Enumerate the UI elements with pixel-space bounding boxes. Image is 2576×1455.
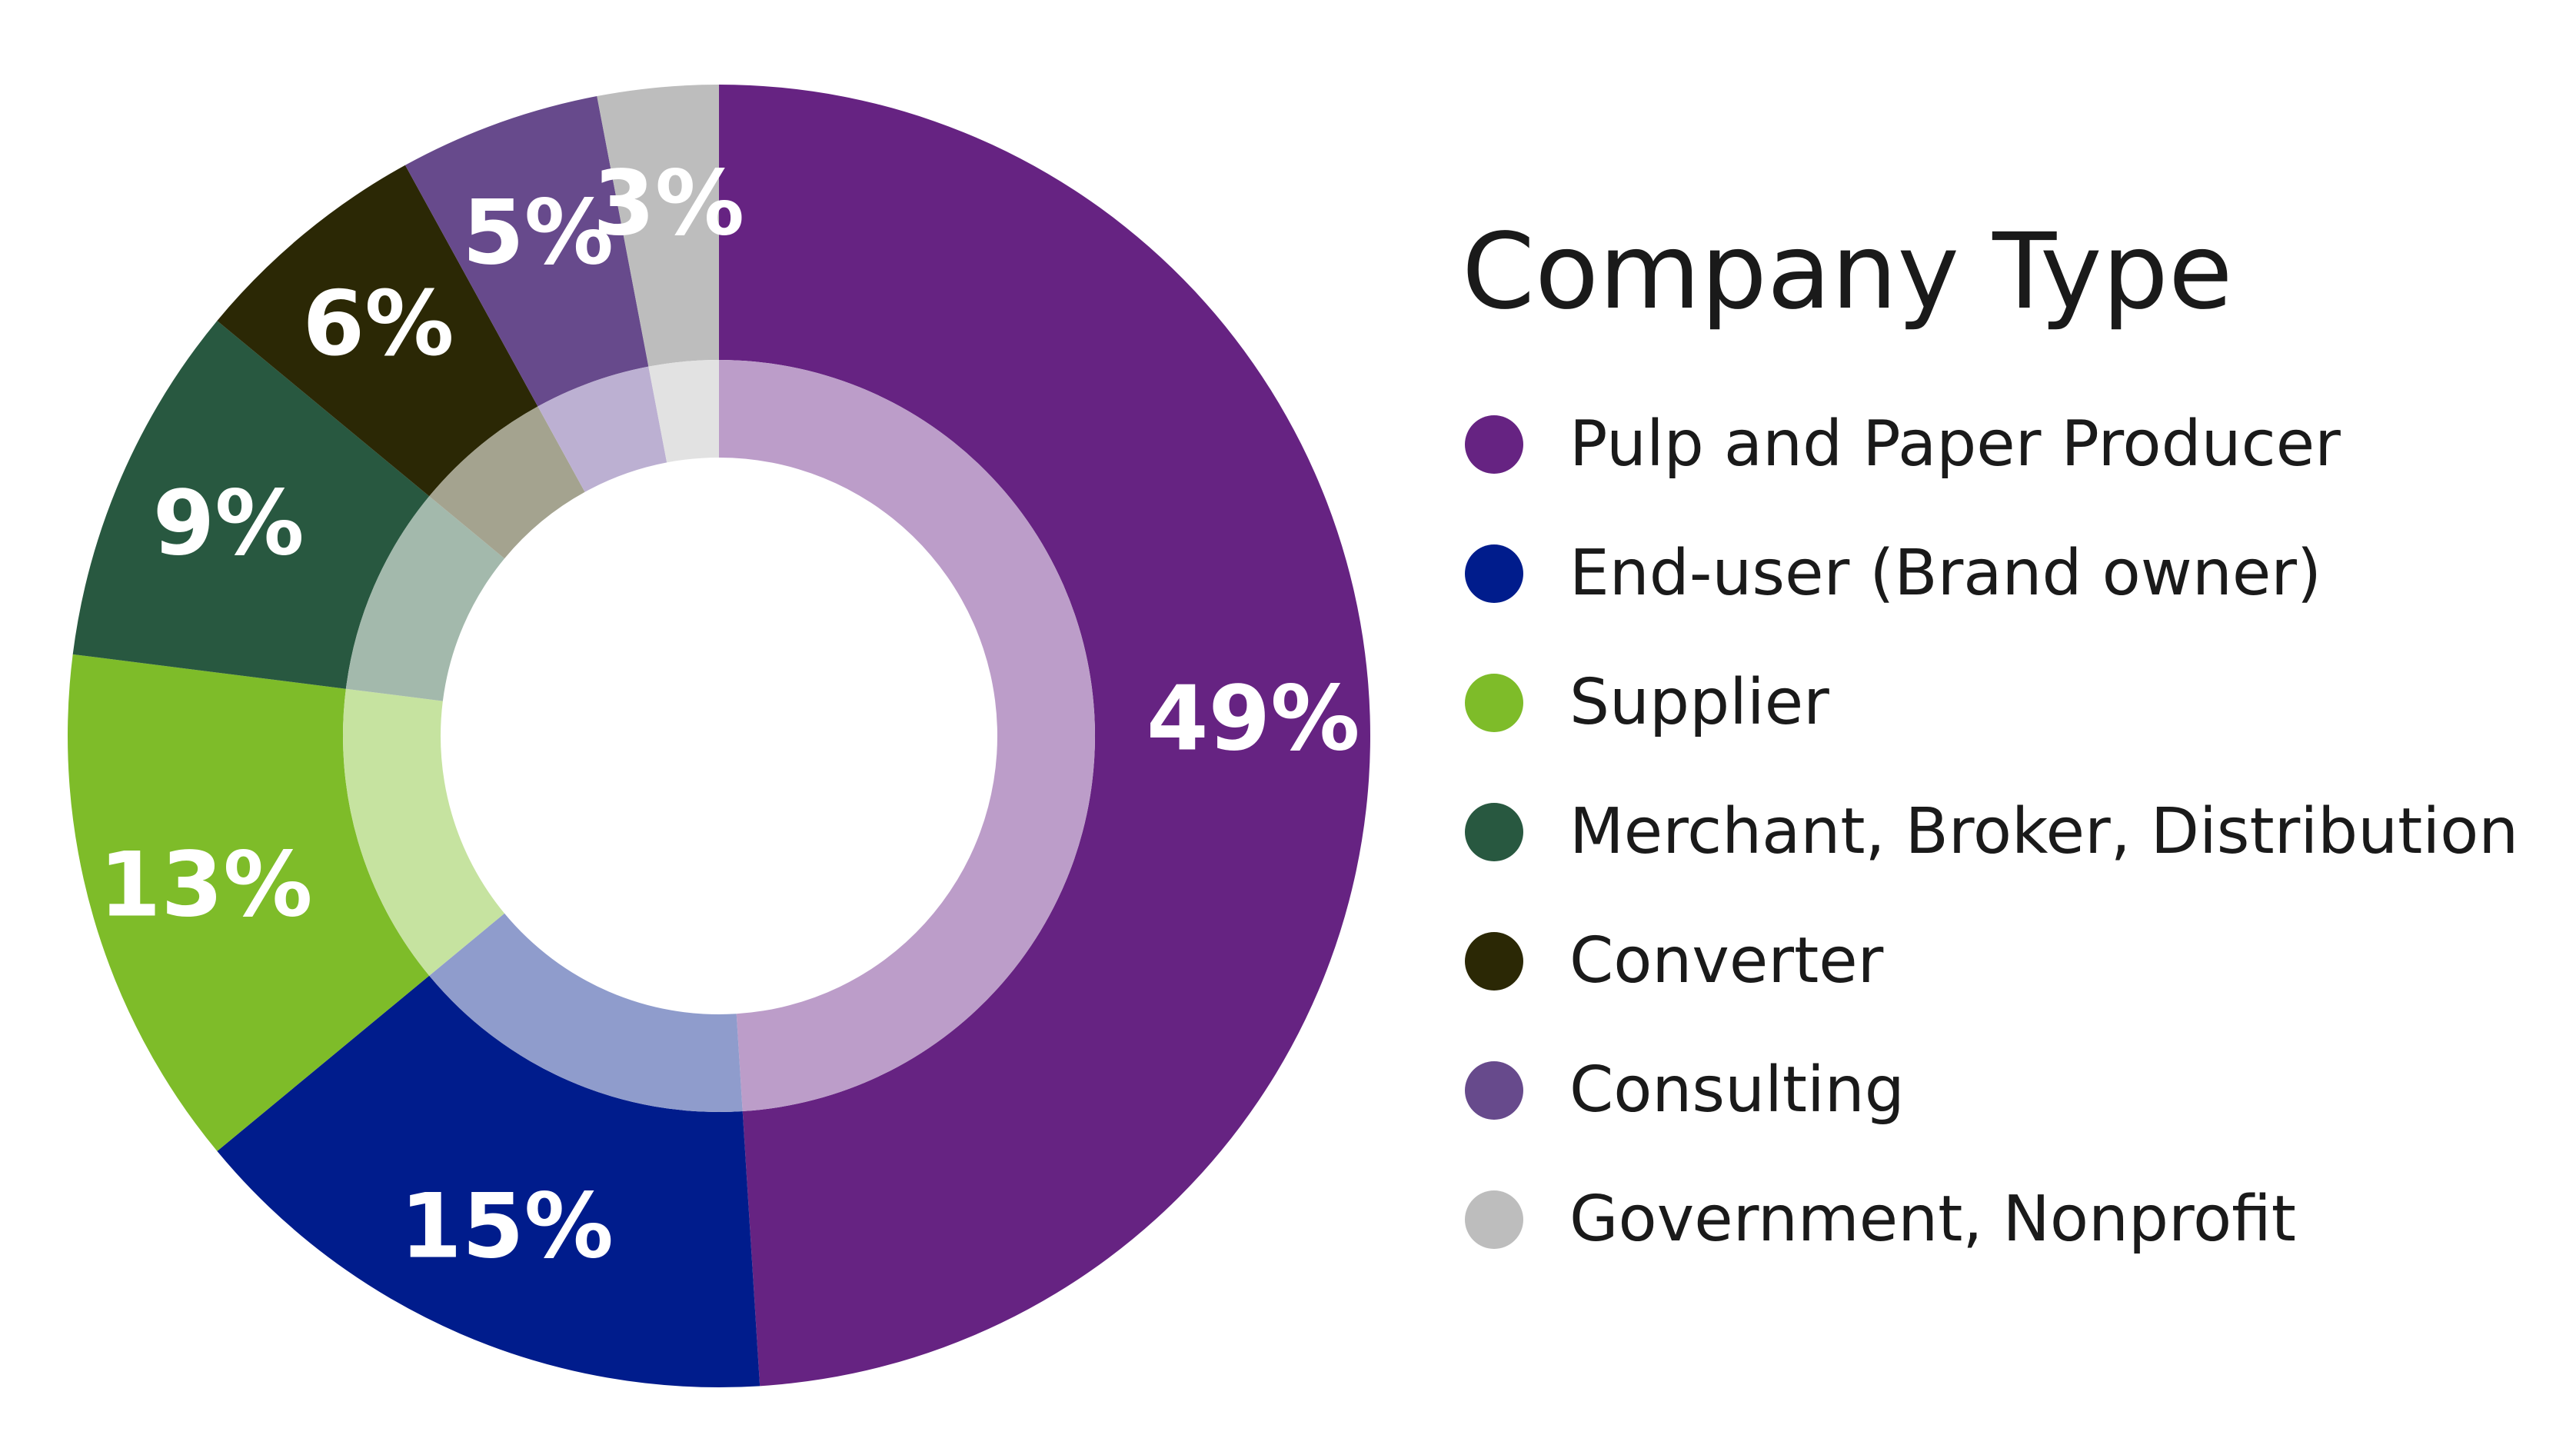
data-label-merchant-broker-distribution: 9%	[153, 471, 305, 575]
slice-end-user-brand-owner	[217, 975, 760, 1387]
slice-inner-end-user-brand-owner	[429, 913, 743, 1112]
legend-item-end-user-brand-owner: End-user (Brand owner)	[1465, 509, 2557, 638]
slice-supplier	[67, 654, 430, 1151]
legend-item-pulp-and-paper-producer: Pulp and Paper Producer	[1465, 380, 2557, 509]
data-label-government-nonprofit: 3%	[593, 152, 744, 256]
slice-inner-consulting	[537, 366, 667, 492]
legend-item-supplier: Supplier	[1465, 638, 2557, 767]
data-label-supplier: 13%	[99, 833, 313, 937]
data-label-pulp-and-paper-producer: 49%	[1147, 668, 1360, 771]
slice-merchant-broker-distribution	[72, 321, 430, 689]
legend-item-government-nonprofit: Government, Nonprofit	[1465, 1155, 2557, 1284]
data-label-end-user-brand-owner: 15%	[400, 1174, 614, 1278]
slice-government-nonprofit	[597, 85, 719, 367]
legend-items: Pulp and Paper Producer End-user (Brand o…	[1465, 380, 2557, 1284]
slice-consulting	[404, 96, 649, 407]
legend-label-government-nonprofit: Government, Nonprofit	[1569, 1183, 2296, 1257]
legend: Company Type Pulp and Paper Producer End-…	[1462, 211, 2557, 1284]
legend-swatch-merchant-broker-distribution	[1465, 802, 1523, 861]
legend-label-end-user-brand-owner: End-user (Brand owner)	[1569, 537, 2321, 611]
legend-swatch-supplier	[1465, 673, 1523, 732]
legend-swatch-pulp-and-paper-producer	[1465, 415, 1523, 474]
slice-inner-government-nonprofit	[648, 360, 719, 463]
slice-converter	[217, 165, 538, 497]
legend-label-pulp-and-paper-producer: Pulp and Paper Producer	[1569, 408, 2341, 481]
data-label-consulting: 5%	[462, 181, 614, 285]
legend-swatch-consulting	[1465, 1060, 1523, 1120]
slice-inner-pulp-and-paper-producer	[719, 360, 1095, 1112]
legend-title: Company Type	[1462, 211, 2233, 333]
legend-swatch-end-user-brand-owner	[1465, 544, 1523, 603]
legend-swatch-converter	[1465, 931, 1523, 991]
donut-chart: 49% 15% 13% 9% 6%5%3%	[67, 85, 1370, 1387]
slice-inner-merchant-broker-distribution	[345, 496, 505, 701]
legend-swatch-government-nonprofit	[1465, 1190, 1523, 1249]
legend-label-consulting: Consulting	[1569, 1054, 1905, 1127]
legend-item-converter: Converter	[1465, 897, 2557, 1026]
slice-inner-supplier	[342, 688, 505, 976]
slice-inner-converter	[429, 406, 585, 559]
legend-item-merchant-broker-distribution: Merchant, Broker, Distribution	[1465, 767, 2557, 897]
legend-item-consulting: Consulting	[1465, 1026, 2557, 1155]
slice-pulp-and-paper-producer	[719, 85, 1370, 1387]
data-label-converter: 6%	[303, 272, 454, 376]
legend-label-merchant-broker-distribution: Merchant, Broker, Distribution	[1569, 795, 2519, 869]
legend-label-converter: Converter	[1569, 924, 1884, 998]
legend-label-supplier: Supplier	[1569, 666, 1829, 740]
